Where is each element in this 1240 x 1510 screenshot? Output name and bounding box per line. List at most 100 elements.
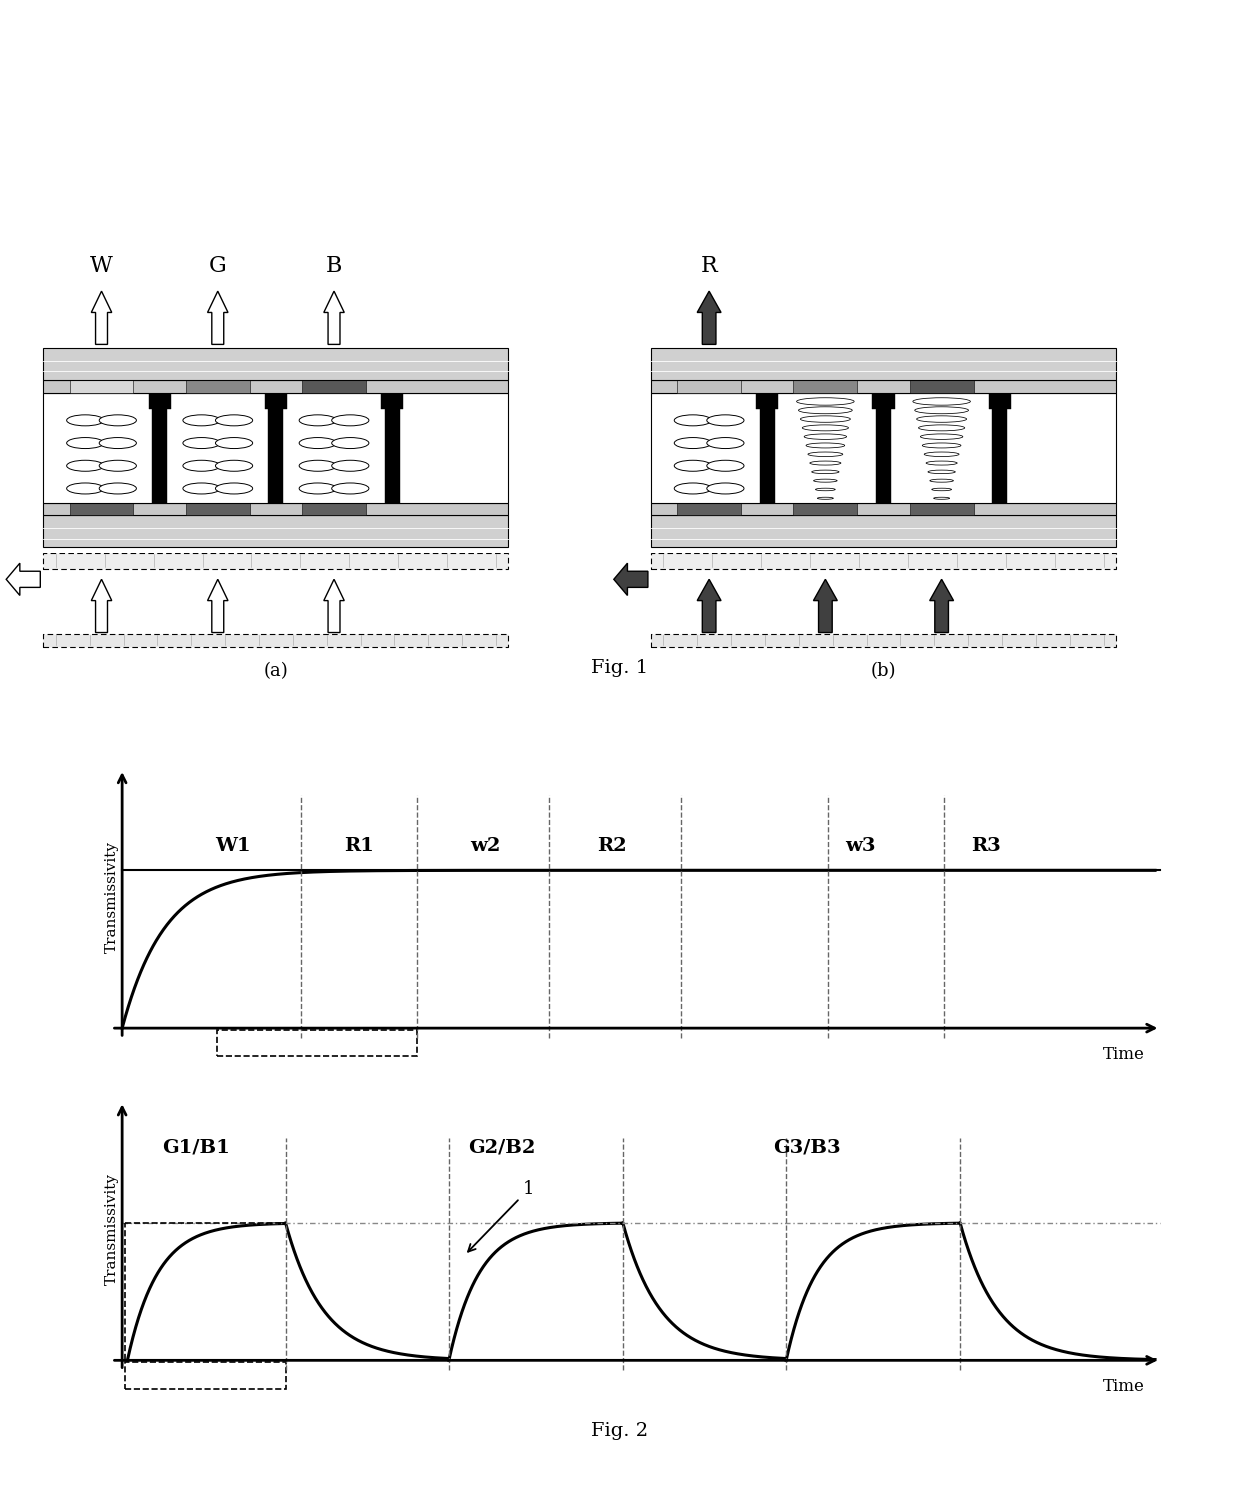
- Ellipse shape: [928, 470, 955, 474]
- Bar: [756, 393, 779, 409]
- Ellipse shape: [99, 461, 136, 471]
- Text: (a): (a): [264, 663, 288, 681]
- Bar: [186, 503, 249, 515]
- Ellipse shape: [675, 438, 712, 448]
- Polygon shape: [92, 580, 112, 633]
- Ellipse shape: [299, 438, 336, 448]
- Ellipse shape: [675, 415, 712, 426]
- Ellipse shape: [923, 442, 961, 448]
- Ellipse shape: [184, 438, 221, 448]
- Ellipse shape: [934, 497, 950, 500]
- Bar: [153, 393, 167, 503]
- Ellipse shape: [299, 461, 336, 471]
- Bar: [149, 393, 171, 409]
- Bar: [875, 393, 892, 503]
- Text: G1/B1: G1/B1: [162, 1139, 229, 1157]
- Text: R2: R2: [598, 837, 627, 855]
- Bar: [651, 393, 1116, 503]
- Bar: [677, 503, 742, 515]
- Ellipse shape: [812, 470, 839, 474]
- Ellipse shape: [675, 483, 712, 494]
- Bar: [910, 503, 973, 515]
- Ellipse shape: [817, 497, 833, 500]
- Ellipse shape: [796, 397, 854, 405]
- Ellipse shape: [675, 461, 712, 471]
- Bar: [303, 503, 366, 515]
- Ellipse shape: [810, 461, 841, 465]
- Bar: [186, 381, 249, 393]
- Ellipse shape: [216, 438, 253, 448]
- Bar: [217, 1030, 417, 1057]
- Ellipse shape: [806, 442, 844, 448]
- Text: R1: R1: [345, 837, 374, 855]
- Bar: [43, 547, 508, 553]
- Ellipse shape: [926, 461, 957, 465]
- Ellipse shape: [930, 479, 954, 482]
- Bar: [384, 393, 399, 503]
- Ellipse shape: [707, 438, 744, 448]
- Ellipse shape: [802, 424, 848, 430]
- Bar: [381, 393, 403, 409]
- Ellipse shape: [707, 461, 744, 471]
- Ellipse shape: [800, 415, 851, 423]
- Text: G3/B3: G3/B3: [774, 1139, 841, 1157]
- Text: w2: w2: [471, 837, 501, 855]
- Ellipse shape: [332, 415, 370, 426]
- Bar: [43, 503, 508, 515]
- Polygon shape: [207, 291, 228, 344]
- Ellipse shape: [799, 406, 852, 414]
- Bar: [794, 503, 857, 515]
- Polygon shape: [930, 580, 954, 633]
- Text: B: B: [326, 255, 342, 276]
- Bar: [651, 347, 1116, 381]
- Ellipse shape: [707, 415, 744, 426]
- Ellipse shape: [332, 438, 370, 448]
- Bar: [43, 553, 508, 569]
- Bar: [651, 381, 1116, 393]
- Polygon shape: [324, 291, 345, 344]
- Bar: [992, 393, 1007, 503]
- Bar: [760, 393, 775, 503]
- Text: 1: 1: [467, 1181, 534, 1252]
- Text: Fig. 1: Fig. 1: [591, 658, 649, 676]
- Bar: [125, 1362, 285, 1389]
- Bar: [651, 515, 1116, 547]
- Ellipse shape: [299, 415, 336, 426]
- Text: w3: w3: [844, 837, 875, 855]
- Text: Transmissivity: Transmissivity: [104, 1173, 119, 1285]
- Ellipse shape: [816, 488, 836, 491]
- Ellipse shape: [808, 451, 843, 456]
- Bar: [651, 634, 1116, 646]
- Bar: [43, 634, 508, 646]
- Text: Transmissivity: Transmissivity: [104, 841, 119, 953]
- Text: R: R: [701, 255, 718, 276]
- Polygon shape: [207, 580, 228, 633]
- Ellipse shape: [332, 461, 370, 471]
- Ellipse shape: [67, 461, 104, 471]
- Bar: [988, 393, 1011, 409]
- Polygon shape: [6, 563, 40, 595]
- Bar: [265, 393, 286, 409]
- Ellipse shape: [184, 483, 221, 494]
- Bar: [677, 381, 742, 393]
- Ellipse shape: [813, 479, 837, 482]
- Ellipse shape: [216, 461, 253, 471]
- Ellipse shape: [216, 483, 253, 494]
- Bar: [43, 381, 508, 393]
- Polygon shape: [92, 291, 112, 344]
- Ellipse shape: [67, 415, 104, 426]
- Text: Time: Time: [1102, 1046, 1145, 1063]
- Bar: [43, 393, 508, 503]
- Text: Fig. 2: Fig. 2: [591, 1422, 649, 1441]
- Ellipse shape: [332, 483, 370, 494]
- Ellipse shape: [184, 415, 221, 426]
- Polygon shape: [324, 580, 345, 633]
- Ellipse shape: [913, 397, 971, 405]
- Bar: [268, 393, 284, 503]
- Ellipse shape: [924, 451, 959, 456]
- Bar: [651, 503, 1116, 515]
- Text: G: G: [208, 255, 227, 276]
- Text: W1: W1: [215, 837, 250, 855]
- Ellipse shape: [67, 438, 104, 448]
- Ellipse shape: [915, 406, 968, 414]
